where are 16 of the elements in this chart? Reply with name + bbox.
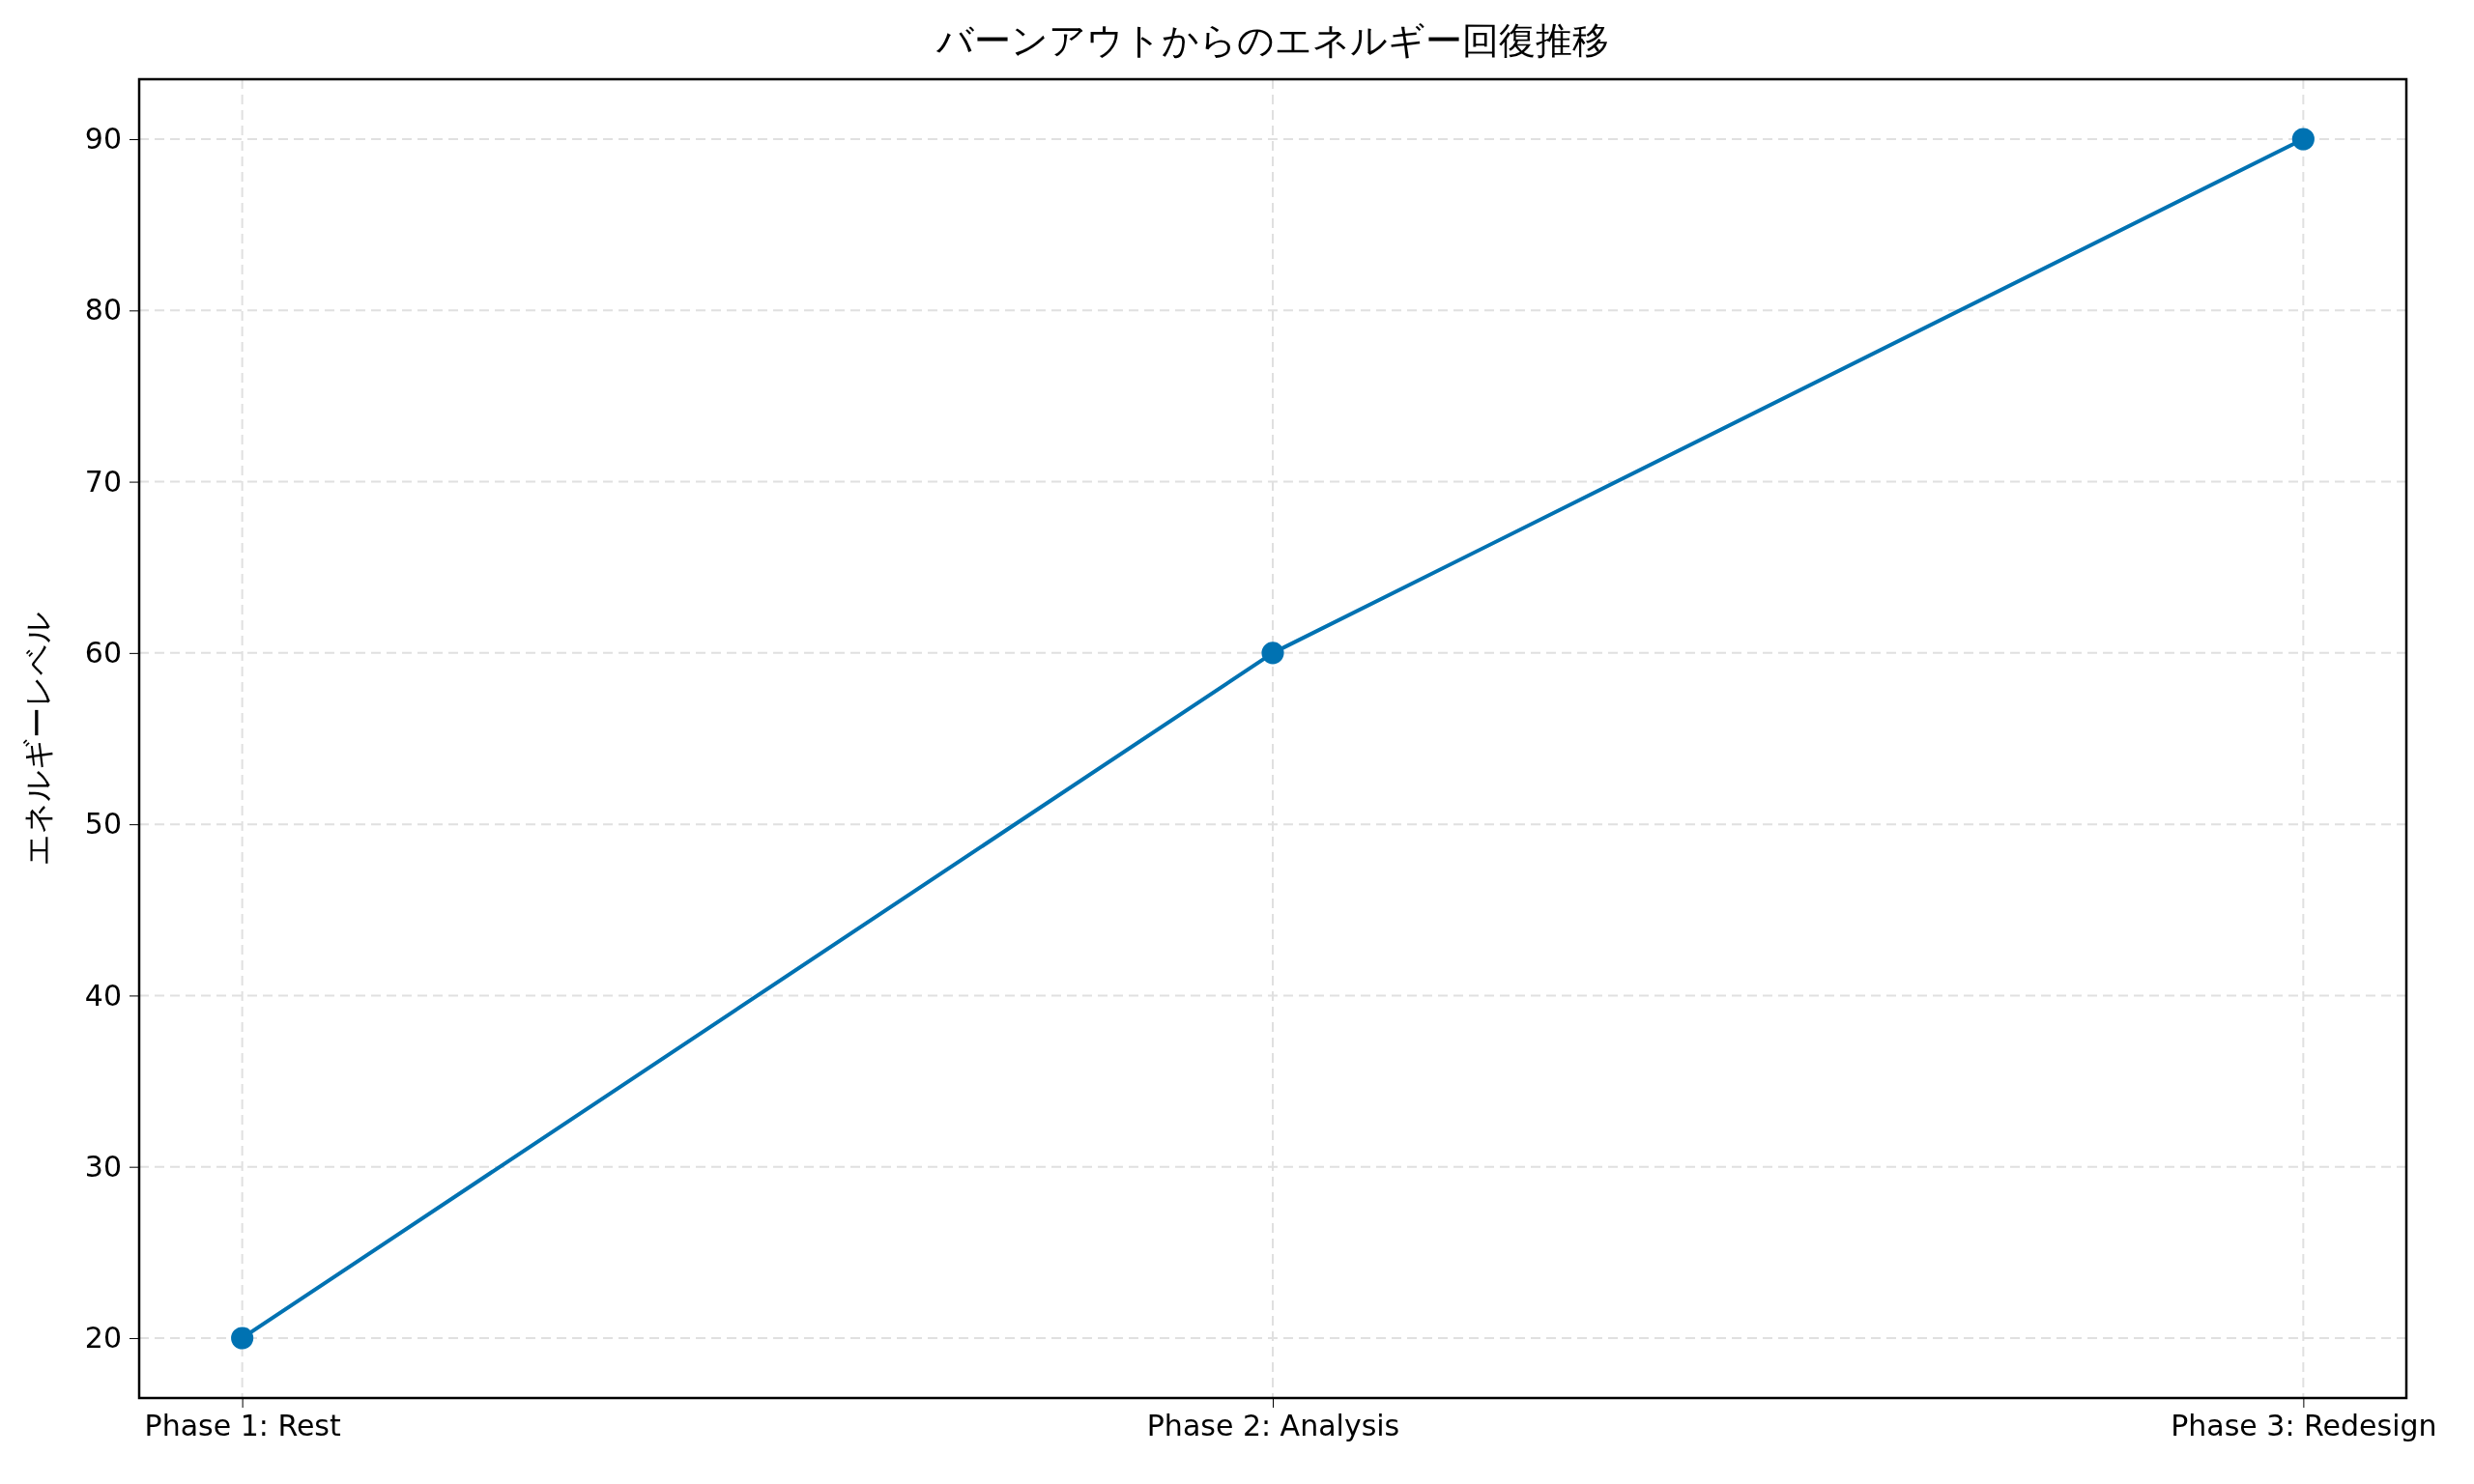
y-tick-label: 40 <box>84 978 122 1013</box>
x-tick-label: Phase 3: Redesign <box>2171 1409 2437 1443</box>
x-tick-label: Phase 2: Analysis <box>1146 1409 1400 1443</box>
y-tick-label: 80 <box>84 293 122 328</box>
x-tick-label: Phase 1: Rest <box>144 1409 341 1443</box>
y-tick-label: 30 <box>84 1149 122 1184</box>
y-tick-label: 50 <box>84 807 122 842</box>
y-axis-title: エネルギーレベル <box>19 612 56 866</box>
point <box>231 1327 254 1350</box>
y-tick-label: 20 <box>84 1321 122 1356</box>
chart-title: バーンアウトからのエネルギー回復推移 <box>935 19 1609 62</box>
point <box>1261 642 1284 665</box>
point <box>2291 128 2315 151</box>
y-tick-label: 60 <box>84 635 122 670</box>
y-tick-label: 70 <box>84 464 122 499</box>
y-tick-label: 90 <box>84 122 122 157</box>
